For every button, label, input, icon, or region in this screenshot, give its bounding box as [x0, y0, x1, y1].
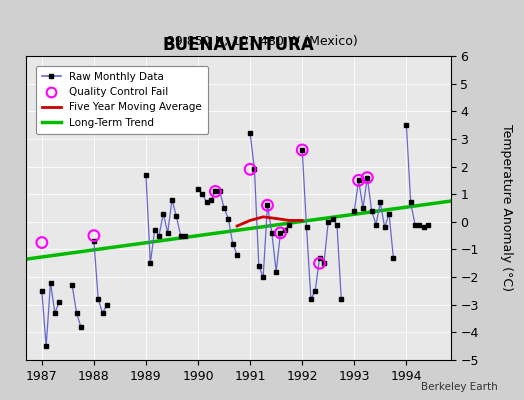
Legend: Raw Monthly Data, Quality Control Fail, Five Year Moving Average, Long-Term Tren: Raw Monthly Data, Quality Control Fail, …: [36, 66, 208, 134]
Point: [363, 174, 372, 181]
Point: [246, 166, 254, 172]
Point: [211, 188, 220, 195]
Y-axis label: Temperature Anomaly (°C): Temperature Anomaly (°C): [500, 124, 512, 292]
Text: Berkeley Earth: Berkeley Earth: [421, 382, 498, 392]
Point: [298, 147, 307, 153]
Point: [354, 177, 363, 184]
Point: [315, 260, 324, 266]
Title: BUENAVENTURA: BUENAVENTURA: [162, 36, 314, 54]
Point: [90, 232, 98, 239]
Point: [276, 230, 285, 236]
Text: 29.850 N, 107.480 W (Mexico): 29.850 N, 107.480 W (Mexico): [167, 36, 357, 48]
Point: [38, 239, 46, 246]
Point: [263, 202, 271, 208]
